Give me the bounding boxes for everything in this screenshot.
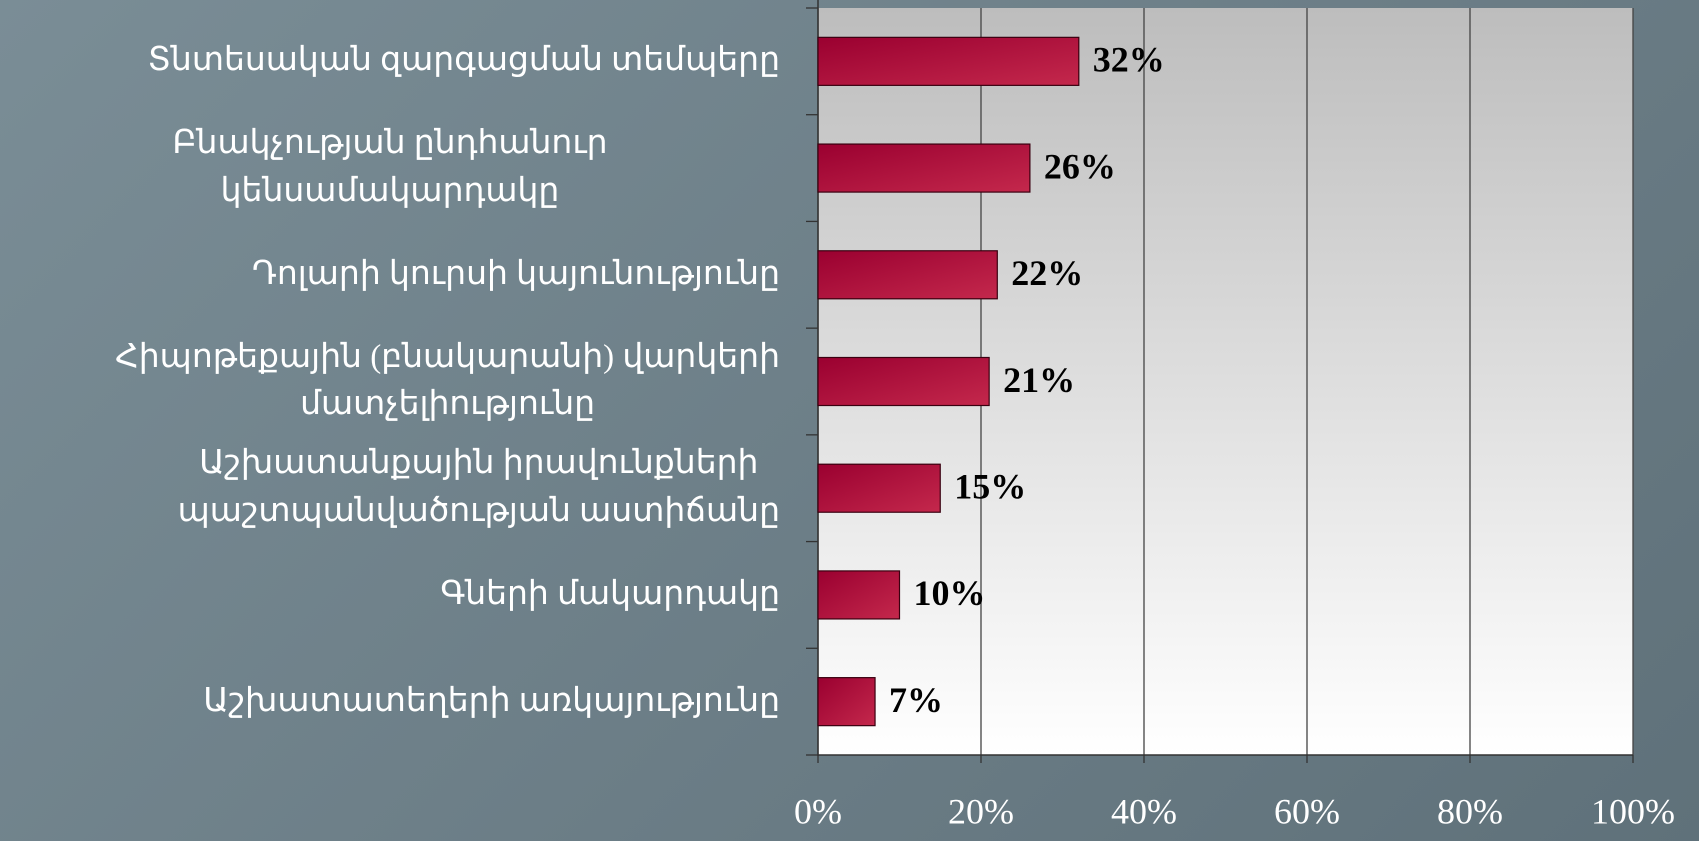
data-label: 10% [914,573,986,613]
x-tick-label: 80% [1437,791,1503,831]
x-tick-label: 100% [1591,791,1675,831]
bar [817,36,1080,86]
category-label: Աշխատատեղերի առկայությունը [203,682,780,719]
data-label: 32% [1093,40,1165,80]
category-label: Դոլարի կուրսի կայունությունը [252,255,780,292]
category-label: Աշխատանքային իրավունքների պաշտպանվածությ… [177,445,780,530]
bar [817,250,998,300]
category-label: Հիպոթեքային (բնակարանի) վարկերի մատչելիո… [115,338,780,423]
bar [817,570,901,620]
bar [817,463,941,513]
category-label: Գների մակարդակը [440,576,780,612]
data-label: 21% [1003,360,1075,400]
bar [817,677,876,727]
category-label: Բնակչության ընդհանուր կենսամակարդակը [172,125,608,210]
x-tick-label: 40% [1111,791,1177,831]
bar [817,143,1031,193]
data-label: 15% [954,466,1026,506]
data-label: 7% [889,680,943,720]
data-label: 22% [1011,253,1083,293]
category-label: Տնտեսական զարգացման տեմպերը [147,42,780,79]
x-tick-label: 60% [1274,791,1340,831]
data-label: 26% [1044,146,1116,186]
x-tick-label: 0% [794,791,842,831]
bar [817,356,990,407]
x-tick-label: 20% [948,791,1014,831]
